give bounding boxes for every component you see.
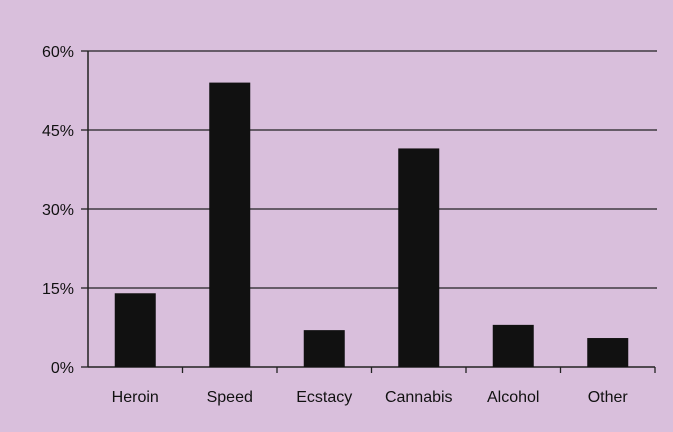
bars <box>114 82 629 367</box>
x-category-label: Heroin <box>112 389 159 406</box>
y-tick-label: 45% <box>42 123 74 140</box>
y-tick-label: 30% <box>42 202 74 219</box>
x-category-label: Cannabis <box>385 389 453 406</box>
bar-cannabis <box>398 148 440 367</box>
y-tick-label: 15% <box>42 281 74 298</box>
bar-heroin <box>114 293 156 367</box>
bar-other <box>587 338 629 367</box>
x-category-label: Other <box>588 389 629 406</box>
bar-alcohol <box>492 324 534 367</box>
y-tick-label: 0% <box>51 360 74 377</box>
axes <box>81 50 657 373</box>
gridlines <box>88 50 655 289</box>
bar-speed <box>209 82 251 367</box>
labels: 0% 15% 30% 45% 60% Heroin Speed Ecstacy Cannabis… <box>42 44 628 406</box>
x-category-label: Alcohol <box>487 389 539 406</box>
bar-ecstacy <box>303 330 345 367</box>
y-tick-label: 60% <box>42 44 74 61</box>
x-category-label: Ecstacy <box>296 389 352 406</box>
x-category-label: Speed <box>207 389 253 406</box>
